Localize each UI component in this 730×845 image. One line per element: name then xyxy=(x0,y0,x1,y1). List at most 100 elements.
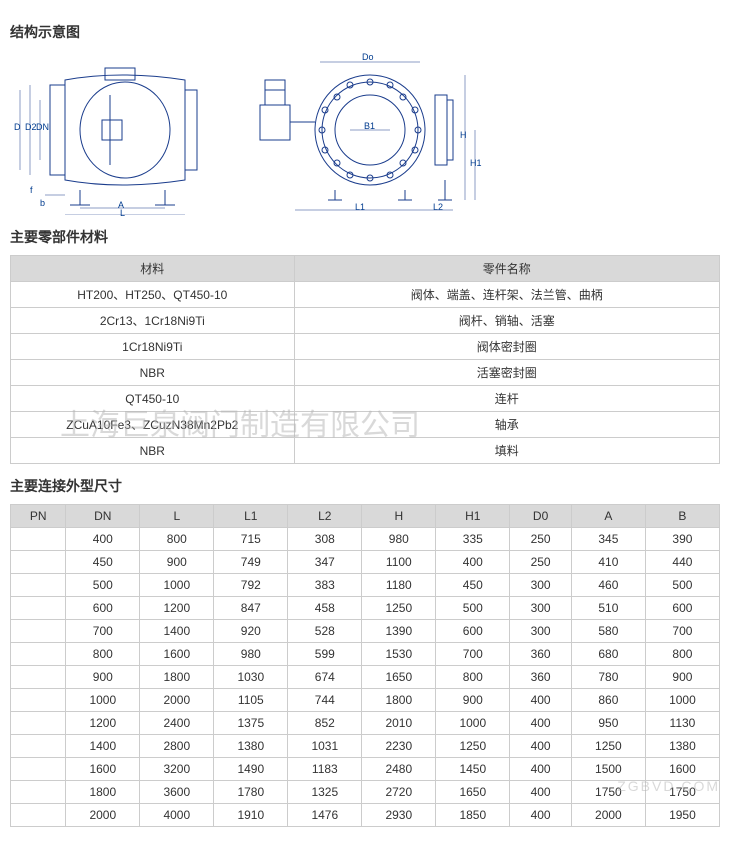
table-cell: 950 xyxy=(571,712,645,735)
table-cell: 2000 xyxy=(140,689,214,712)
table-cell: 1400 xyxy=(140,620,214,643)
table-cell xyxy=(11,735,66,758)
materials-section-title: 主要零部件材料 xyxy=(10,227,720,247)
table-cell: 300 xyxy=(510,597,572,620)
materials-table: 材料 零件名称 HT200、HT250、QT450-10阀体、端盖、连杆架、法兰… xyxy=(10,255,720,464)
table-cell: 580 xyxy=(571,620,645,643)
table-cell xyxy=(11,620,66,643)
table-cell: 680 xyxy=(571,643,645,666)
dim-label-H: H xyxy=(460,130,467,140)
table-cell: 活塞密封圈 xyxy=(294,360,719,386)
table-cell: 2000 xyxy=(571,804,645,827)
table-header-row: 材料 零件名称 xyxy=(11,256,720,282)
table-cell: 500 xyxy=(436,597,510,620)
table-cell: 390 xyxy=(645,528,719,551)
table-cell: 400 xyxy=(510,689,572,712)
table-cell: 阀体密封圈 xyxy=(294,334,719,360)
table-row: ZCuA10Fe3、ZCuzN38Mn2Pb2轴承 xyxy=(11,412,720,438)
table-cell: 1750 xyxy=(645,781,719,804)
table-cell: 800 xyxy=(645,643,719,666)
table-cell: 2800 xyxy=(140,735,214,758)
table-cell: 749 xyxy=(214,551,288,574)
dim-label-L2: L2 xyxy=(433,202,443,212)
table-cell: 852 xyxy=(288,712,362,735)
dim-label-L: L xyxy=(120,208,125,218)
table-cell: 600 xyxy=(645,597,719,620)
table-cell: 1500 xyxy=(571,758,645,781)
table-row: 120024001375852201010004009501130 xyxy=(11,712,720,735)
table-cell: 600 xyxy=(436,620,510,643)
table-cell: 1105 xyxy=(214,689,288,712)
dimensions-header-cell: DN xyxy=(66,505,140,528)
table-cell xyxy=(11,597,66,620)
table-cell: 1390 xyxy=(362,620,436,643)
table-cell: 347 xyxy=(288,551,362,574)
diagram-right-view: Do B1 H H1 L1 L2 xyxy=(240,50,490,215)
table-cell: 300 xyxy=(510,620,572,643)
table-cell: 600 xyxy=(66,597,140,620)
table-row: 14002800138010312230125040012501380 xyxy=(11,735,720,758)
table-cell: 400 xyxy=(436,551,510,574)
table-cell: 920 xyxy=(214,620,288,643)
table-cell: 轴承 xyxy=(294,412,719,438)
table-cell xyxy=(11,804,66,827)
table-cell: 700 xyxy=(645,620,719,643)
table-cell: 980 xyxy=(214,643,288,666)
dimensions-table: PNDNLL1L2HH1D0AB 40080071530898033525034… xyxy=(10,504,720,827)
dim-label-b: b xyxy=(40,198,45,208)
table-cell: 1180 xyxy=(362,574,436,597)
table-cell: 1375 xyxy=(214,712,288,735)
table-cell: 335 xyxy=(436,528,510,551)
table-cell: 744 xyxy=(288,689,362,712)
table-row: 400800715308980335250345390 xyxy=(11,528,720,551)
table-cell xyxy=(11,781,66,804)
table-cell: 700 xyxy=(436,643,510,666)
table-cell xyxy=(11,551,66,574)
table-cell: NBR xyxy=(11,438,295,464)
dimensions-header-cell: D0 xyxy=(510,505,572,528)
table-row: 80016009805991530700360680800 xyxy=(11,643,720,666)
table-cell: 阀体、端盖、连杆架、法兰管、曲柄 xyxy=(294,282,719,308)
table-cell: 500 xyxy=(66,574,140,597)
table-cell: 2400 xyxy=(140,712,214,735)
table-cell: 1800 xyxy=(140,666,214,689)
table-cell: 360 xyxy=(510,666,572,689)
table-row: QT450-10连杆 xyxy=(11,386,720,412)
table-cell: 250 xyxy=(510,528,572,551)
table-cell: 1031 xyxy=(288,735,362,758)
dim-label-f: f xyxy=(30,185,33,195)
table-cell: NBR xyxy=(11,360,295,386)
dimensions-header-cell: H1 xyxy=(436,505,510,528)
dimensions-header-cell: L2 xyxy=(288,505,362,528)
dimensions-header-cell: L xyxy=(140,505,214,528)
table-cell: 1850 xyxy=(436,804,510,827)
table-cell xyxy=(11,643,66,666)
table-row: 50010007923831180450300460500 xyxy=(11,574,720,597)
dimensions-header-cell: H xyxy=(362,505,436,528)
table-cell: 1380 xyxy=(645,735,719,758)
dim-label-D2: D2 xyxy=(25,122,37,132)
table-cell: 400 xyxy=(66,528,140,551)
table-cell: 847 xyxy=(214,597,288,620)
table-cell: 900 xyxy=(140,551,214,574)
dimensions-section-title: 主要连接外型尺寸 xyxy=(10,476,720,496)
table-cell: 458 xyxy=(288,597,362,620)
table-cell: 308 xyxy=(288,528,362,551)
table-cell: 2720 xyxy=(362,781,436,804)
table-cell: 1750 xyxy=(571,781,645,804)
table-cell: 360 xyxy=(510,643,572,666)
table-cell xyxy=(11,574,66,597)
table-row: NBR填料 xyxy=(11,438,720,464)
structure-section-title: 结构示意图 xyxy=(10,22,720,42)
table-cell: 400 xyxy=(510,781,572,804)
table-cell: 1530 xyxy=(362,643,436,666)
table-cell: 1800 xyxy=(362,689,436,712)
dimensions-header-cell: L1 xyxy=(214,505,288,528)
table-cell: 800 xyxy=(66,643,140,666)
table-cell xyxy=(11,689,66,712)
table-cell: 460 xyxy=(571,574,645,597)
dim-label-D: D xyxy=(14,122,21,132)
table-cell: 3200 xyxy=(140,758,214,781)
table-cell: 980 xyxy=(362,528,436,551)
table-cell: 1800 xyxy=(66,781,140,804)
